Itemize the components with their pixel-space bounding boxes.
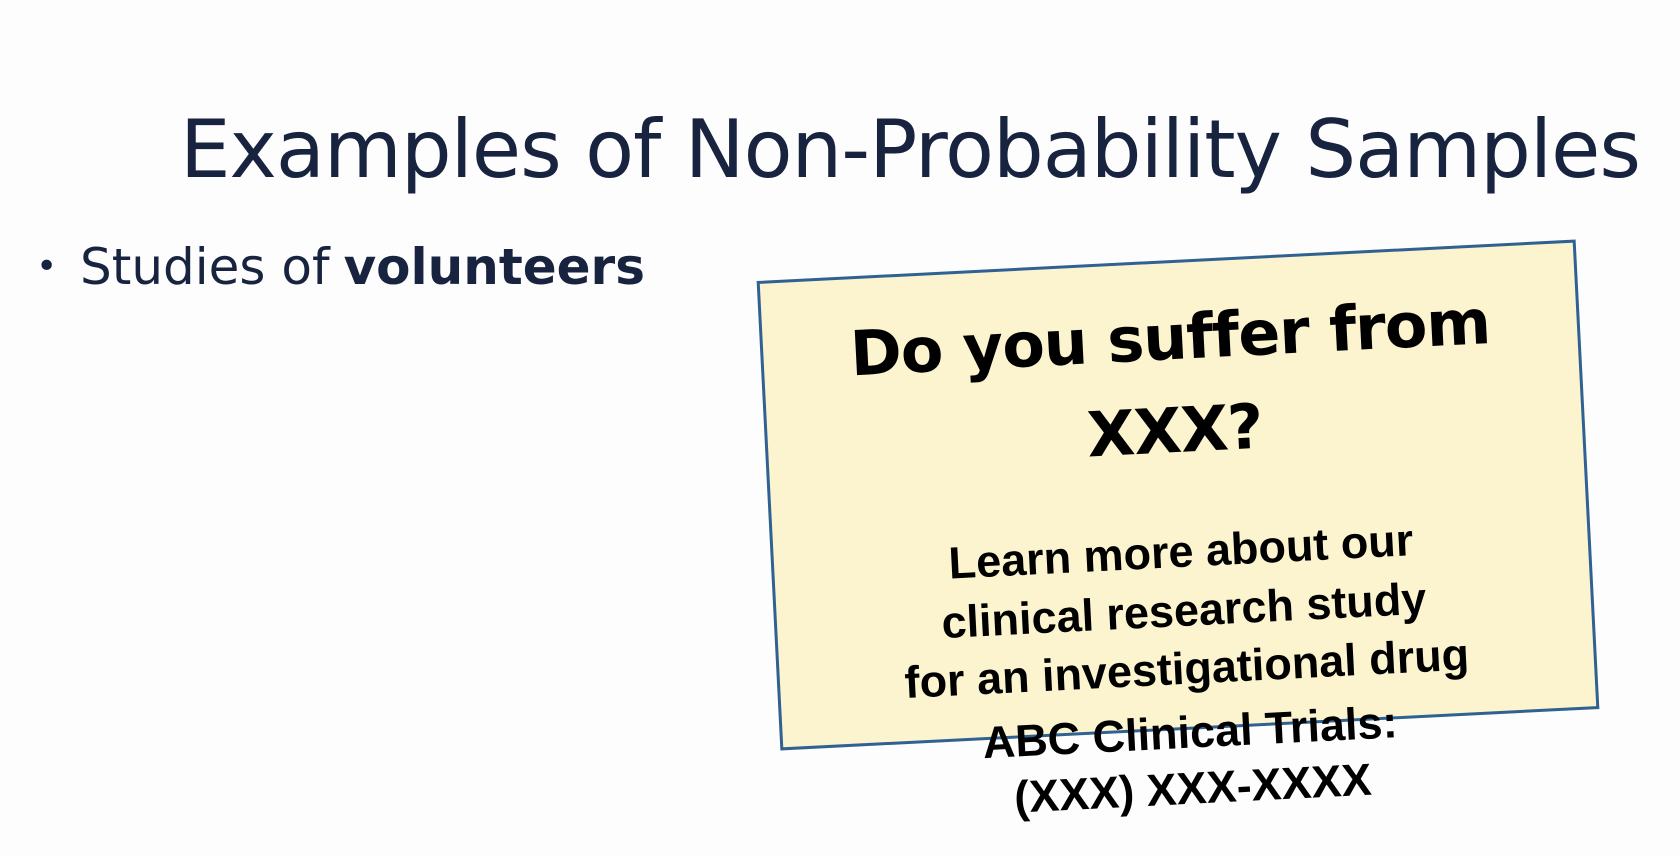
flyer-body: Learn more about our clinical research s… — [773, 502, 1595, 718]
bullet-emphasis: volunteers — [343, 238, 645, 296]
bullet-item: • Studies of volunteers — [36, 240, 645, 295]
slide-title: Examples of Non-Probability Samples — [180, 102, 1641, 196]
recruitment-flyer: Do you suffer from XXX? Learn more about… — [756, 239, 1600, 823]
bullet-marker: • — [36, 246, 58, 287]
flyer-headline: Do you suffer from XXX? — [761, 271, 1583, 498]
bullet-text: Studies of — [80, 238, 330, 296]
